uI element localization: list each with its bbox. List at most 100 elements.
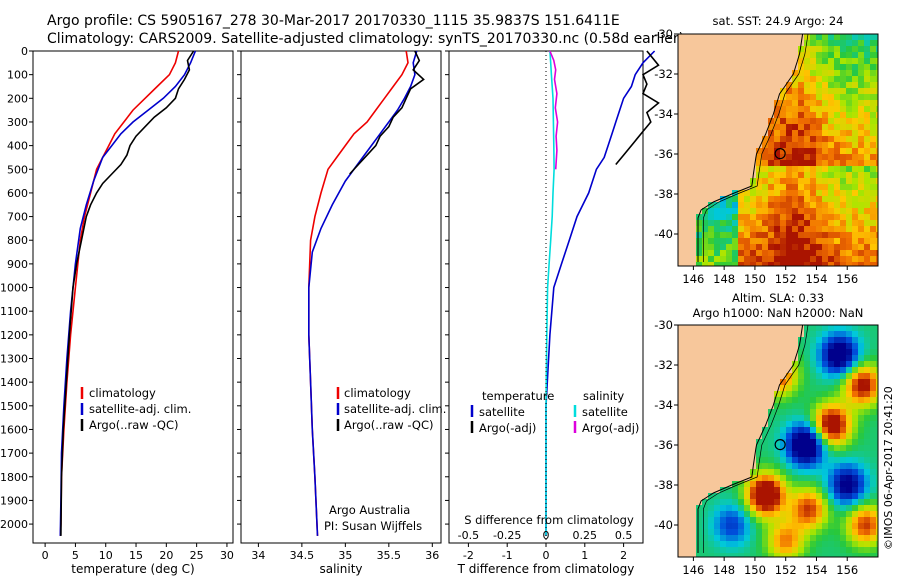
ocean-cell	[828, 391, 835, 398]
land-cell	[696, 58, 703, 65]
ocean-cell	[708, 541, 715, 548]
ocean-cell	[780, 256, 787, 263]
ocean-cell	[762, 493, 769, 500]
ocean-cell	[822, 256, 829, 263]
ocean-cell	[708, 505, 715, 512]
ocean-cell	[840, 469, 847, 476]
land-cell	[678, 529, 685, 536]
ocean-cell	[798, 88, 805, 95]
land-cell	[786, 331, 793, 338]
land-cell	[738, 184, 745, 191]
ocean-cell	[738, 214, 745, 221]
ocean-cell	[756, 196, 763, 203]
ocean-cell	[876, 445, 879, 452]
ocean-cell	[828, 529, 835, 536]
ocean-cell	[834, 343, 841, 350]
land-cell	[738, 34, 745, 41]
ocean-cell	[834, 250, 841, 257]
ocean-cell	[732, 190, 739, 197]
ocean-cell	[756, 178, 763, 185]
ocean-cell	[774, 226, 781, 233]
land-cell	[684, 397, 691, 404]
series-line-blue	[307, 50, 418, 536]
ocean-cell	[762, 208, 769, 215]
ocean-cell	[810, 196, 817, 203]
ocean-cell	[726, 238, 733, 245]
land-cell	[690, 244, 697, 251]
series-line-blue	[59, 50, 197, 536]
ocean-cell	[756, 256, 763, 263]
ocean-cell	[804, 196, 811, 203]
ocean-cell	[870, 262, 877, 267]
ocean-cell	[822, 325, 829, 332]
ocean-cell	[828, 196, 835, 203]
ocean-cell	[840, 367, 847, 374]
land-cell	[702, 52, 709, 59]
land-cell	[708, 427, 715, 434]
y-tick-label: -30	[654, 318, 673, 332]
ocean-cell	[750, 262, 757, 267]
ocean-cell	[804, 76, 811, 83]
ocean-cell	[720, 487, 727, 494]
ocean-cell	[804, 172, 811, 179]
ocean-cell	[876, 250, 879, 257]
land-cell	[738, 118, 745, 125]
ocean-cell	[816, 262, 823, 267]
ocean-cell	[834, 337, 841, 344]
ocean-cell	[780, 244, 787, 251]
ocean-cell	[714, 499, 721, 506]
ocean-cell	[774, 469, 781, 476]
ocean-cell	[768, 463, 775, 470]
land-cell	[774, 385, 781, 392]
ocean-cell	[852, 178, 859, 185]
land-cell	[690, 34, 697, 41]
ocean-cell	[768, 529, 775, 536]
ocean-cell	[768, 148, 775, 155]
land-cell	[684, 445, 691, 452]
ocean-cell	[786, 106, 793, 113]
ocean-cell	[726, 214, 733, 221]
ocean-cell	[840, 40, 847, 47]
ocean-cell	[762, 148, 769, 155]
land-cell	[714, 112, 721, 119]
land-cell	[690, 184, 697, 191]
land-cell	[738, 178, 745, 185]
ocean-cell	[696, 232, 703, 239]
ocean-cell	[756, 202, 763, 209]
ocean-cell	[780, 541, 787, 548]
ocean-cell	[780, 403, 787, 410]
land-cell	[774, 337, 781, 344]
ocean-cell	[714, 547, 721, 554]
ocean-cell	[852, 70, 859, 77]
ocean-cell	[792, 166, 799, 173]
land-cell	[678, 154, 685, 161]
land-cell	[744, 439, 751, 446]
land-cell	[762, 409, 769, 416]
ocean-cell	[852, 226, 859, 233]
land-cell	[702, 88, 709, 95]
ocean-cell	[798, 349, 805, 356]
ocean-cell	[798, 409, 805, 416]
ocean-cell	[732, 214, 739, 221]
land-cell	[678, 337, 685, 344]
land-cell	[720, 331, 727, 338]
ocean-cell	[816, 202, 823, 209]
land-cell	[684, 184, 691, 191]
ocean-cell	[786, 469, 793, 476]
land-cell	[690, 391, 697, 398]
land-cell	[690, 553, 697, 558]
ocean-cell	[780, 511, 787, 518]
land-cell	[714, 88, 721, 95]
ocean-cell	[870, 244, 877, 251]
ocean-cell	[762, 190, 769, 197]
ocean-cell	[876, 349, 879, 356]
ocean-cell	[858, 118, 865, 125]
ocean-cell	[828, 409, 835, 416]
ocean-cell	[852, 541, 859, 548]
ocean-cell	[810, 94, 817, 101]
land-cell	[708, 160, 715, 167]
land-cell	[702, 142, 709, 149]
land-cell	[714, 196, 721, 203]
land-cell	[690, 58, 697, 65]
land-cell	[762, 94, 769, 101]
